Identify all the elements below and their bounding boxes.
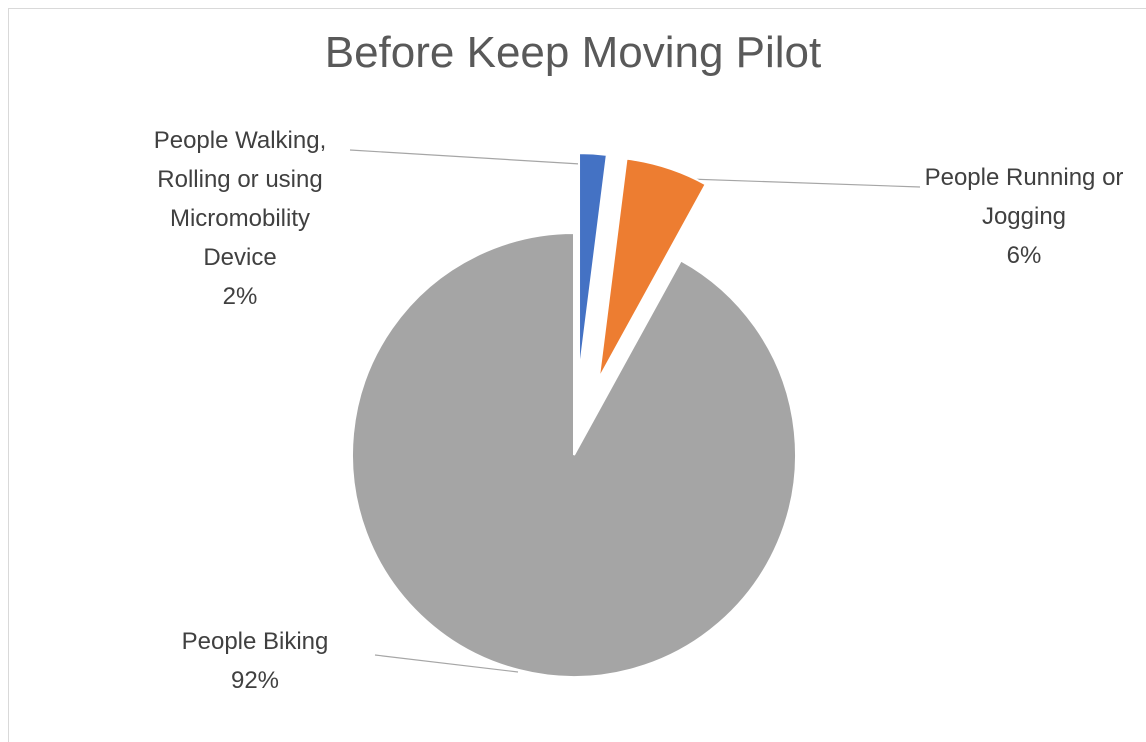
leader-line [349, 149, 598, 166]
value-label: 2% [222, 283, 258, 310]
leader-line [659, 177, 921, 188]
category-label: People Biking [181, 628, 329, 655]
chart-frame [8, 8, 1146, 742]
value-label: 92% [230, 667, 280, 694]
category-label: People Running or Jogging [924, 164, 1124, 230]
data-label: People Biking 92% [155, 622, 355, 700]
data-label: People Running or Jogging 6% [914, 158, 1134, 275]
leader-line [374, 654, 519, 673]
pie-slice [597, 157, 708, 380]
category-label: People Walking, Rolling or using Micromo… [153, 127, 327, 271]
data-label: People Walking, Rolling or using Micromo… [130, 121, 350, 316]
pie-slice [351, 231, 797, 678]
value-label: 6% [1006, 242, 1042, 269]
pie-slice [578, 152, 608, 376]
chart-title: Before Keep Moving Pilot [324, 28, 822, 77]
